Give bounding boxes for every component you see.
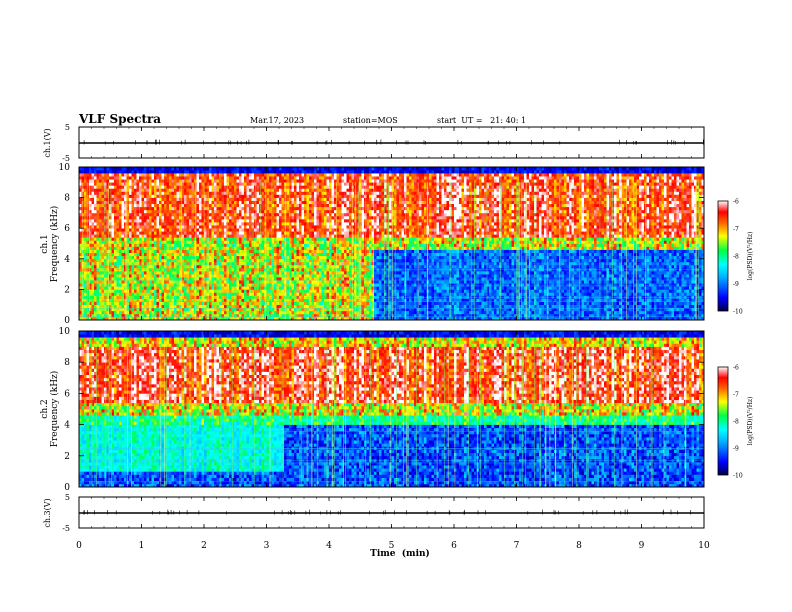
ch1-spec-ytick: 4 <box>64 255 70 265</box>
ch1-spec-ytick: 10 <box>59 163 71 173</box>
ch2-colorbar-tick: -7 <box>733 392 739 399</box>
ch1-ylabel: ch.1(V) <box>43 128 52 157</box>
ch2-spectrogram-image <box>79 331 704 487</box>
figure-title: VLF Spectra <box>78 112 161 126</box>
time-axis: 0 1 2 3 4 5 6 7 8 9 10 <box>76 127 710 551</box>
ch2-spec-ytick: 8 <box>64 358 70 368</box>
ch2-spec-ylabel-2: Frequency (kHz) <box>49 371 60 448</box>
ch3-ytick-top: 5 <box>65 493 70 502</box>
time-tick-label: 9 <box>639 541 645 551</box>
ch1-ytick-bottom: -5 <box>62 154 70 163</box>
ch1-colorbar: -6 -7 -8 -9 -10 log(PSD)(V²/Hz) <box>717 199 754 316</box>
time-tick-label: 8 <box>576 541 582 551</box>
ch1-colorbar-ticks: -6 -7 -8 -9 -10 <box>733 199 743 316</box>
ch2-spec-ytick: 2 <box>64 452 70 462</box>
ch2-spec-yticks: 0 2 4 6 8 10 <box>59 327 704 493</box>
time-axis-label: Time (min) <box>370 548 430 559</box>
ch2-colorbar-tick: -8 <box>733 419 739 426</box>
time-tick-label: 6 <box>451 541 457 551</box>
ch1-spec-ytick: 8 <box>64 194 70 204</box>
ch1-colorbar-tick: -8 <box>733 254 739 261</box>
ch2-colorbar-tick: -9 <box>733 446 739 453</box>
ch2-spectrogram-panel: 0 2 4 6 8 10 ch.2 Frequency (kHz) <box>40 327 705 493</box>
time-tick-label: 3 <box>264 541 270 551</box>
ch1-spec-ytick: 0 <box>64 316 70 326</box>
time-tick-label: 2 <box>201 541 207 551</box>
time-tick-label: 5 <box>389 541 395 551</box>
start-time-label: start UT = 21: 40: 1 <box>437 116 526 125</box>
ch1-spec-ytick: 6 <box>64 224 70 234</box>
ch3-waveform-panel: 5 -5 ch.3(V) <box>43 493 705 533</box>
ch2-spec-ylabel-1: ch.2 <box>40 399 50 418</box>
ch1-spec-ylabel-2: Frequency (kHz) <box>49 206 60 283</box>
ch3-ytick-bottom: -5 <box>62 524 70 533</box>
ch2-colorbar-label: log(PSD)(V²/Hz) <box>747 397 754 446</box>
time-tick-label: 10 <box>698 541 710 551</box>
station-label: station=MOS <box>343 116 398 125</box>
ch1-colorbar-label: log(PSD)(V²/Hz) <box>747 232 754 281</box>
ch2-spec-ytick: 4 <box>64 421 70 431</box>
ch1-spec-ytick: 2 <box>64 285 70 295</box>
ch2-spec-ytick: 6 <box>64 389 70 399</box>
ch1-ytick-top: 5 <box>65 123 70 132</box>
ch2-spec-ytick: 10 <box>59 327 71 337</box>
time-tick-label: 0 <box>76 541 82 551</box>
ch2-colorbar-tick: -6 <box>733 365 739 372</box>
ch1-spec-yticks: 0 2 4 6 8 10 <box>59 163 704 326</box>
ch2-colorbar: -6 -7 -8 -9 -10 log(PSD)(V²/Hz) <box>717 365 754 480</box>
ch2-spec-ytick: 0 <box>64 483 70 493</box>
date-label: Mar.17, 2023 <box>250 116 304 125</box>
time-tick-label: 1 <box>139 541 145 551</box>
ch1-colorbar-tick: -10 <box>733 309 743 316</box>
ch2-colorbar-tick: -10 <box>733 473 743 480</box>
time-tick-label: 7 <box>514 541 520 551</box>
ch1-colorbar-tick: -7 <box>733 226 739 233</box>
ch1-waveform-panel: 5 -5 ch.1(V) <box>43 123 705 163</box>
ch1-spectrogram-image <box>79 167 704 320</box>
ch3-ylabel: ch.3(V) <box>43 498 52 527</box>
ch2-colorbar-ticks: -6 -7 -8 -9 -10 <box>733 365 743 480</box>
ch1-spec-ylabel-1: ch.1 <box>40 234 50 253</box>
time-tick-label: 4 <box>326 541 332 551</box>
ch1-colorbar-tick: -9 <box>733 281 739 288</box>
ch1-spectrogram-panel: 0 2 4 6 8 10 ch.1 Frequency (kHz) <box>40 163 705 326</box>
ch1-colorbar-tick: -6 <box>733 199 739 206</box>
